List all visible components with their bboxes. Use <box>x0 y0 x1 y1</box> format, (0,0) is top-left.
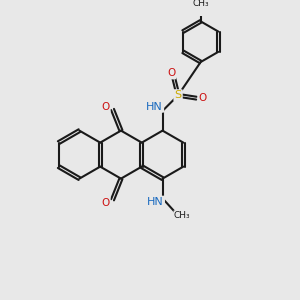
Text: HN: HN <box>147 197 164 207</box>
Text: O: O <box>101 198 110 208</box>
Text: CH₃: CH₃ <box>192 0 209 8</box>
Text: HN: HN <box>146 102 163 112</box>
Text: CH₃: CH₃ <box>174 211 190 220</box>
Text: O: O <box>167 68 175 78</box>
Text: O: O <box>199 93 207 103</box>
Text: O: O <box>101 102 110 112</box>
Text: S: S <box>175 90 182 100</box>
